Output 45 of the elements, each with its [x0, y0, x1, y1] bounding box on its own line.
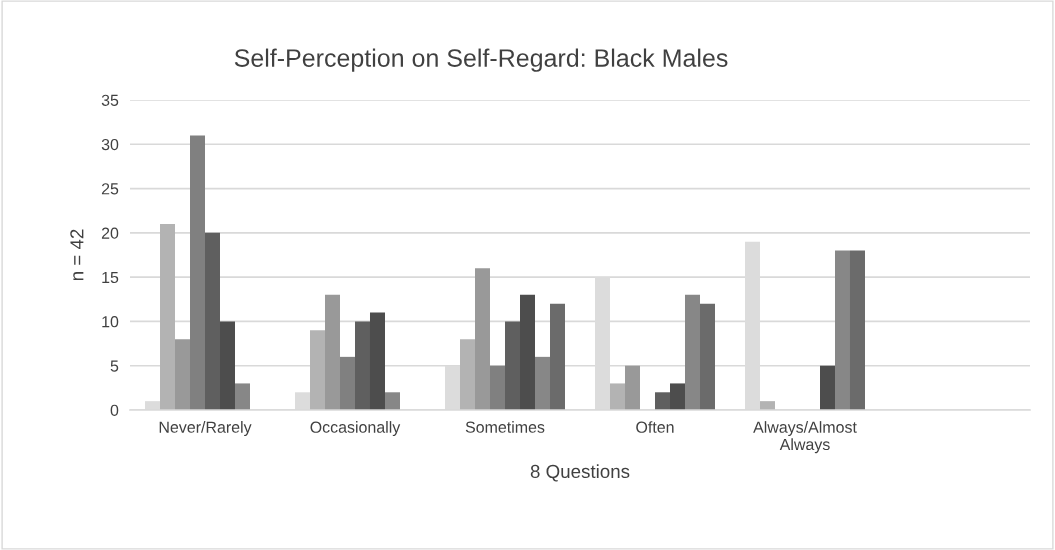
bar [505, 321, 520, 410]
bar [205, 232, 220, 410]
y-tick-label: 5 [110, 360, 119, 372]
bar [550, 303, 565, 410]
bar [370, 312, 385, 410]
x-tick-label: Never/Rarely [159, 421, 252, 436]
y-tick-label: 20 [101, 227, 119, 239]
bar [655, 392, 670, 410]
x-tick-label: Sometimes [465, 421, 545, 433]
bar [520, 294, 535, 410]
bar [490, 365, 505, 410]
bar [820, 365, 835, 410]
y-tick-label: 30 [101, 138, 119, 151]
bar [700, 303, 715, 410]
bar [850, 250, 865, 410]
y-tick-label: 0 [110, 404, 119, 416]
bar [760, 401, 775, 410]
bar [625, 365, 640, 410]
bar [685, 294, 700, 410]
bar [160, 224, 175, 410]
bar [325, 294, 340, 410]
x-tick-label: Often [636, 421, 674, 433]
bar [220, 321, 235, 410]
bar [835, 250, 850, 410]
bar [355, 321, 370, 410]
bar [235, 383, 250, 410]
x-axis-title: 8 Questions [530, 464, 630, 482]
bar [610, 383, 625, 410]
y-tick-label: 15 [102, 271, 119, 284]
bar [475, 268, 490, 410]
y-tick-label: 35 [101, 94, 119, 106]
bar [670, 383, 685, 410]
bar [460, 339, 475, 410]
bar [190, 135, 205, 410]
bar [340, 356, 355, 410]
bar [175, 339, 190, 410]
x-tick-label: Occasionally [310, 421, 401, 436]
y-tick-label: 10 [102, 316, 119, 328]
y-axis-title: n = 42 [70, 229, 84, 281]
chart-title: Self-Perception on Self-Regard: Black Males [234, 48, 728, 72]
bar [310, 330, 325, 410]
bar [385, 392, 400, 410]
y-tick-label: 25 [101, 183, 119, 195]
x-tick-label: Always/Almost Always [753, 421, 857, 454]
bar [535, 356, 550, 410]
